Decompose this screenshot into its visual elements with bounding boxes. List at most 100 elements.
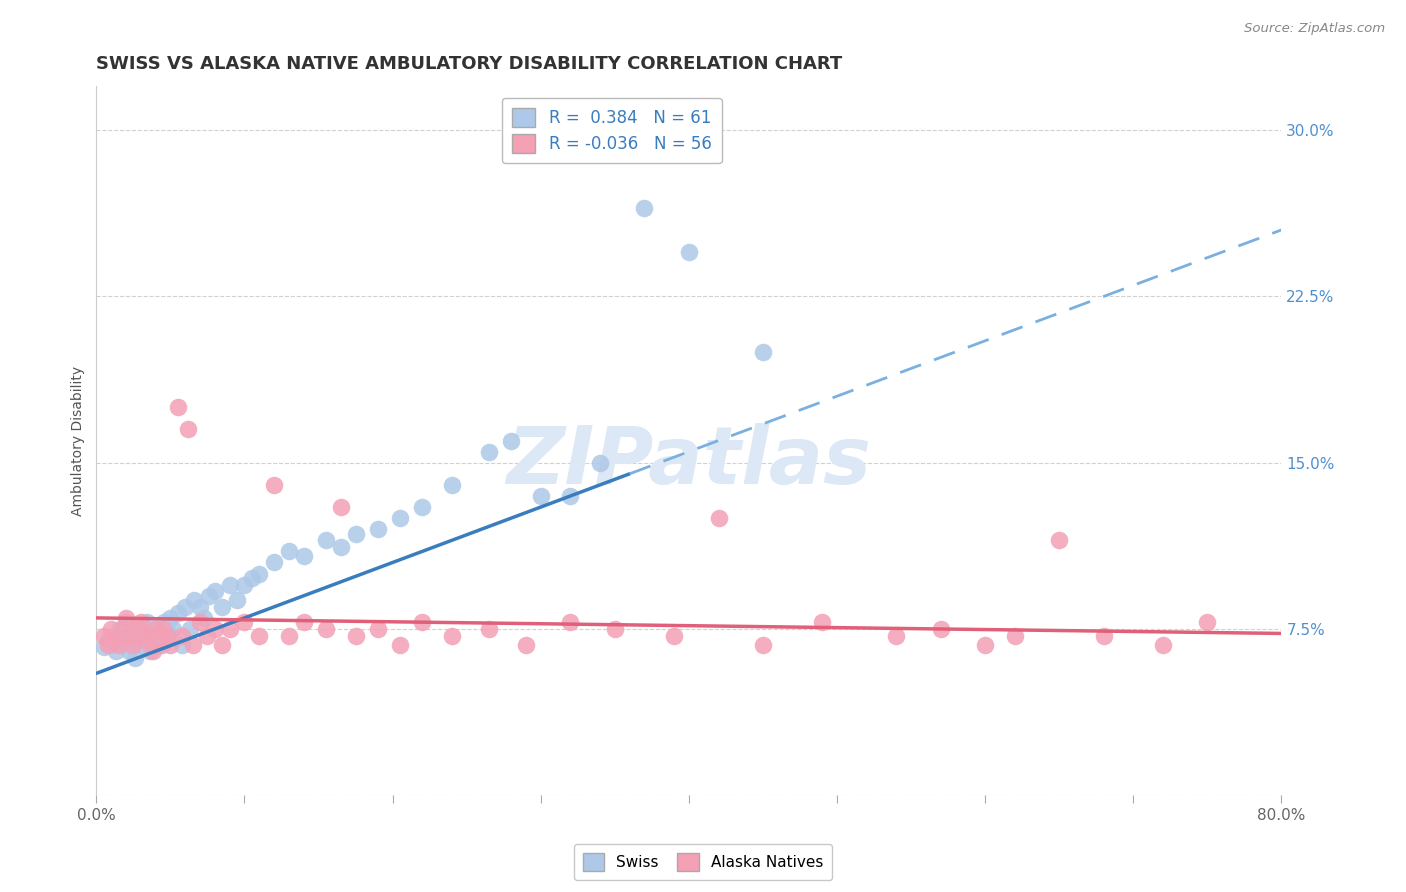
Point <box>132 633 155 648</box>
Point <box>344 526 367 541</box>
Point <box>156 629 179 643</box>
Point <box>122 638 145 652</box>
Point <box>344 629 367 643</box>
Point <box>1152 638 1174 652</box>
Point <box>121 638 143 652</box>
Point <box>127 633 149 648</box>
Y-axis label: Ambulatory Disability: Ambulatory Disability <box>72 366 86 516</box>
Point <box>233 615 256 630</box>
Point <box>172 638 194 652</box>
Point <box>100 622 122 636</box>
Point <box>440 629 463 643</box>
Legend: Swiss, Alaska Natives: Swiss, Alaska Natives <box>574 844 832 880</box>
Point <box>193 611 215 625</box>
Point <box>204 622 226 636</box>
Point <box>188 599 211 614</box>
Point <box>603 622 626 636</box>
Point <box>104 644 127 658</box>
Point <box>204 584 226 599</box>
Point <box>240 571 263 585</box>
Point <box>103 633 125 648</box>
Point <box>315 622 337 636</box>
Point <box>135 615 157 630</box>
Point <box>633 201 655 215</box>
Point <box>211 638 233 652</box>
Point <box>183 593 205 607</box>
Point <box>107 638 129 652</box>
Point <box>97 638 120 652</box>
Point <box>156 624 179 639</box>
Point <box>247 629 270 643</box>
Point <box>367 622 389 636</box>
Point <box>145 622 167 636</box>
Point <box>93 629 115 643</box>
Point <box>752 344 775 359</box>
Point <box>122 622 145 636</box>
Point <box>929 622 952 636</box>
Point <box>589 456 612 470</box>
Point <box>277 629 299 643</box>
Point <box>515 638 537 652</box>
Point <box>115 629 138 643</box>
Point <box>142 633 165 648</box>
Point <box>411 615 433 630</box>
Point <box>197 629 219 643</box>
Point <box>115 611 138 625</box>
Point <box>974 638 997 652</box>
Point <box>103 629 125 643</box>
Point <box>111 638 134 652</box>
Point <box>247 566 270 581</box>
Point <box>411 500 433 514</box>
Point <box>277 544 299 558</box>
Point <box>136 629 159 643</box>
Point <box>153 615 176 630</box>
Point <box>166 401 188 415</box>
Point <box>129 615 152 630</box>
Point <box>115 615 138 630</box>
Point <box>172 629 194 643</box>
Point <box>138 644 160 658</box>
Point <box>367 522 389 536</box>
Point <box>129 624 152 639</box>
Point <box>662 629 685 643</box>
Point <box>218 577 240 591</box>
Text: Source: ZipAtlas.com: Source: ZipAtlas.com <box>1244 22 1385 36</box>
Point <box>211 599 233 614</box>
Point <box>315 533 337 548</box>
Point <box>292 615 315 630</box>
Point <box>179 622 201 636</box>
Text: ZIPatlas: ZIPatlas <box>506 423 872 500</box>
Point <box>389 511 412 525</box>
Point <box>1004 629 1026 643</box>
Point <box>142 644 165 658</box>
Point <box>389 638 412 652</box>
Point <box>107 633 129 648</box>
Point <box>329 540 352 554</box>
Point <box>707 511 730 525</box>
Point <box>752 638 775 652</box>
Point <box>166 607 188 621</box>
Point <box>530 489 553 503</box>
Point <box>678 245 700 260</box>
Point <box>174 599 197 614</box>
Point <box>1197 615 1219 630</box>
Point <box>148 638 170 652</box>
Point <box>1047 533 1070 548</box>
Point <box>226 593 249 607</box>
Point <box>162 622 184 636</box>
Point <box>188 615 211 630</box>
Legend: R =  0.384   N = 61, R = -0.036   N = 56: R = 0.384 N = 61, R = -0.036 N = 56 <box>502 98 721 163</box>
Point <box>884 629 907 643</box>
Point <box>118 629 141 643</box>
Point <box>111 622 134 636</box>
Point <box>811 615 834 630</box>
Point <box>263 556 285 570</box>
Point <box>560 615 582 630</box>
Point <box>478 444 501 458</box>
Point <box>159 611 181 625</box>
Point <box>501 434 523 448</box>
Point <box>440 478 463 492</box>
Point <box>1092 629 1115 643</box>
Point <box>181 638 204 652</box>
Point <box>177 422 200 436</box>
